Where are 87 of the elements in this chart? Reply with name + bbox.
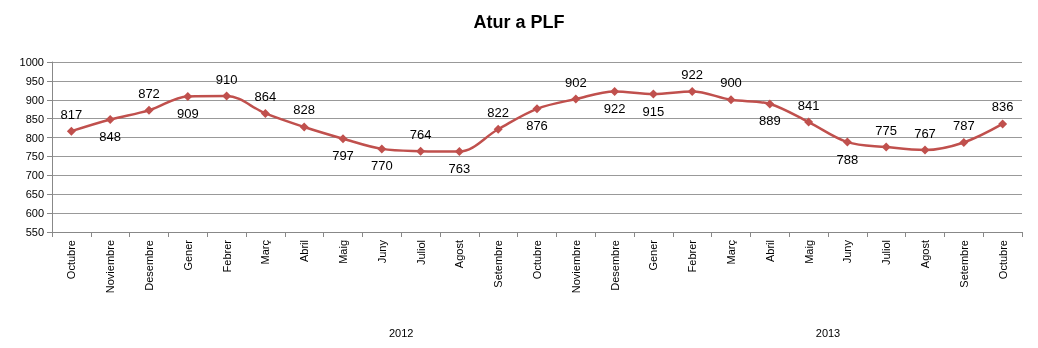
data-label: 767: [914, 125, 936, 141]
data-label: 770: [370, 158, 393, 174]
x-tick-label: Juny: [841, 239, 854, 264]
point: [144, 105, 154, 115]
y-tick-label: 600: [25, 207, 44, 220]
chart-title: Atur a PLF: [473, 12, 565, 32]
data-label: 817: [60, 106, 83, 122]
point: [571, 94, 581, 104]
text: 2012: [388, 327, 414, 339]
data-label: 764: [409, 126, 432, 142]
data-label: 828: [293, 102, 316, 118]
data-label: 775: [875, 122, 898, 138]
y-tick-label: 1000: [19, 56, 44, 68]
x-tick-label: Juny: [375, 239, 388, 264]
point: [998, 119, 1008, 129]
point: [804, 117, 814, 127]
point: [222, 91, 232, 101]
point: [920, 145, 930, 155]
data-label: 876: [526, 118, 548, 134]
x-tick-label: Agost: [919, 240, 931, 269]
data-label: 910: [215, 71, 238, 87]
y-tick-label: 900: [25, 93, 44, 106]
point: [183, 91, 193, 101]
point: [765, 99, 775, 109]
x-tick-label: Juliol: [880, 240, 893, 266]
x-tick-label: Noviembre: [104, 240, 117, 294]
y-tick-label: 850: [25, 112, 44, 125]
data-label: 900: [720, 75, 742, 91]
point: [299, 122, 309, 132]
x-tick-label: Octubre: [65, 240, 78, 280]
point: [842, 137, 852, 147]
data-label: 864: [254, 88, 277, 104]
x-tick-label: Agost: [453, 240, 466, 269]
data-label: 889: [758, 113, 781, 129]
point: [377, 144, 387, 154]
data-label: 836: [991, 99, 1014, 115]
data-label: 787: [952, 117, 975, 133]
x-tick-label: Setembre: [492, 240, 505, 288]
point: [687, 86, 697, 96]
point: [959, 137, 969, 147]
y-tick-label: 550: [25, 226, 44, 238]
point: [260, 108, 270, 118]
x-tick-label: Desembre: [608, 240, 621, 291]
data-label: 822: [487, 104, 510, 120]
y-tick-label: 950: [25, 74, 44, 87]
x-tick-label: Octubre: [996, 240, 1009, 280]
x-tick-label: Noviembre: [569, 240, 582, 294]
x-tick-label: Gener: [181, 239, 194, 271]
point: [610, 86, 620, 96]
x-tick-label: Desembre: [143, 240, 155, 291]
data-label: 788: [836, 151, 859, 167]
point: [416, 146, 426, 156]
y-tick-label: 800: [25, 131, 44, 144]
text: 2013: [815, 327, 841, 339]
data-label: 922: [681, 66, 704, 82]
x-tick-label: Octubre: [531, 240, 543, 280]
data-label: 922: [603, 100, 626, 116]
data-label: 909: [176, 105, 199, 121]
x-tick-label: Febrer: [220, 239, 233, 273]
y-tick-label: 700: [25, 169, 44, 182]
point: [881, 142, 891, 152]
x-tick-label: Gener: [647, 239, 660, 271]
data-label: 872: [138, 85, 160, 101]
point: [726, 95, 736, 105]
data-label: 797: [332, 148, 354, 164]
y-tick-label: 750: [25, 150, 44, 163]
point: [338, 134, 348, 144]
x-tick-label: Setembre: [957, 240, 970, 288]
x-tick-label: Juliol: [414, 240, 427, 266]
x-tick-label: Maig: [802, 240, 815, 264]
point: [454, 147, 464, 157]
x-tick-label: Març: [725, 239, 737, 265]
y-tick-label: 650: [25, 188, 44, 201]
point: [66, 126, 76, 136]
data-label: 915: [642, 103, 665, 119]
x-tick-label: Març: [259, 239, 272, 265]
point: [532, 104, 542, 114]
x-tick-label: Maig: [337, 240, 349, 264]
x-tick-label: Febrer: [686, 239, 699, 273]
data-label: 841: [797, 97, 820, 113]
point: [493, 124, 503, 134]
x-tick-label: Abril: [763, 240, 776, 263]
data-label: 902: [564, 74, 587, 90]
data-label: 763: [448, 161, 471, 177]
data-label: 848: [99, 128, 122, 144]
x-tick-label: Abril: [298, 240, 311, 263]
point: [105, 114, 115, 124]
